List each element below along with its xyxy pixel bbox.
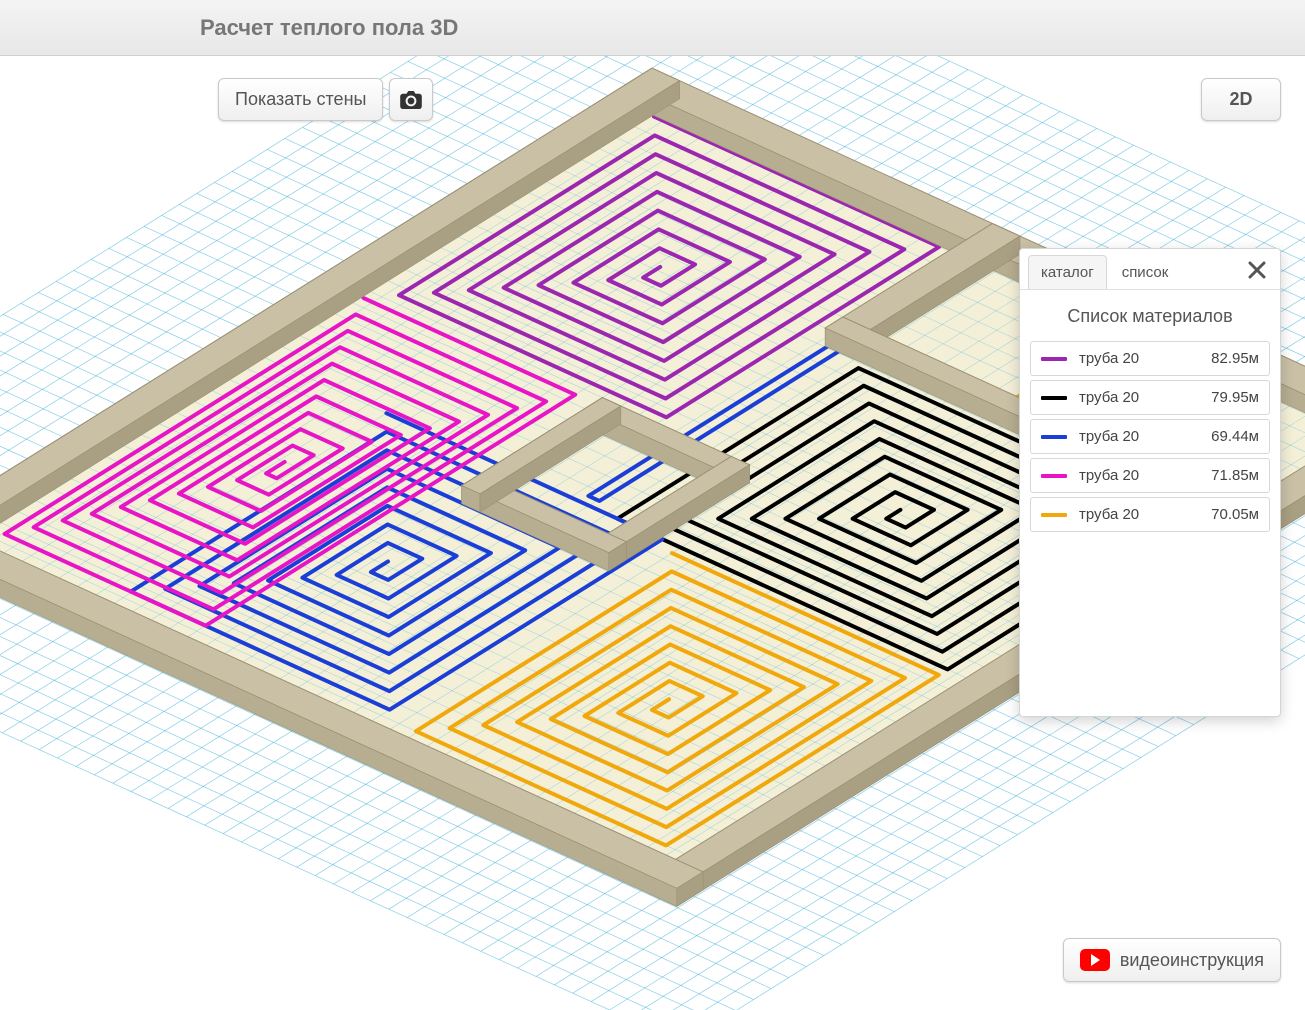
material-name: труба 20 [1079, 506, 1199, 523]
material-length: 70.05м [1211, 506, 1259, 523]
materials-panel: каталог список Список материалов труба 2… [1019, 248, 1281, 717]
material-row[interactable]: труба 20 71.85м [1030, 458, 1270, 493]
color-swatch [1041, 396, 1067, 400]
material-length: 82.95м [1211, 350, 1259, 367]
material-row[interactable]: труба 20 79.95м [1030, 380, 1270, 415]
color-swatch [1041, 474, 1067, 478]
panel-close-button[interactable] [1242, 256, 1272, 288]
video-help-label: видеоинструкция [1120, 950, 1264, 971]
page-title: Расчет теплого пола 3D [200, 15, 458, 41]
material-row[interactable]: труба 20 70.05м [1030, 497, 1270, 532]
youtube-icon [1080, 949, 1110, 971]
tab-list[interactable]: список [1109, 255, 1182, 289]
material-length: 69.44м [1211, 428, 1259, 445]
app-root: Расчет теплого пола 3D Показать стены 2D… [0, 0, 1305, 1010]
show-walls-button[interactable]: Показать стены [218, 78, 383, 121]
screenshot-button[interactable] [389, 78, 433, 121]
color-swatch [1041, 513, 1067, 517]
view-2d-button[interactable]: 2D [1201, 78, 1281, 121]
material-length: 71.85м [1211, 467, 1259, 484]
material-name: труба 20 [1079, 389, 1199, 406]
material-row[interactable]: труба 20 69.44м [1030, 419, 1270, 454]
camera-icon [400, 91, 422, 109]
toolbar-left: Показать стены [218, 78, 433, 121]
titlebar: Расчет теплого пола 3D [0, 0, 1305, 56]
video-help-button[interactable]: видеоинструкция [1063, 938, 1281, 982]
material-row[interactable]: труба 20 82.95м [1030, 341, 1270, 376]
tab-catalog[interactable]: каталог [1028, 255, 1107, 289]
panel-heading: Список материалов [1020, 290, 1280, 341]
material-name: труба 20 [1079, 467, 1199, 484]
material-length: 79.95м [1211, 389, 1259, 406]
materials-list: труба 20 82.95м труба 20 79.95м труба 20 69.4… [1020, 341, 1280, 532]
color-swatch [1041, 357, 1067, 361]
close-icon [1248, 261, 1266, 279]
color-swatch [1041, 435, 1067, 439]
material-name: труба 20 [1079, 428, 1199, 445]
panel-tabs: каталог список [1020, 249, 1280, 290]
material-name: труба 20 [1079, 350, 1199, 367]
